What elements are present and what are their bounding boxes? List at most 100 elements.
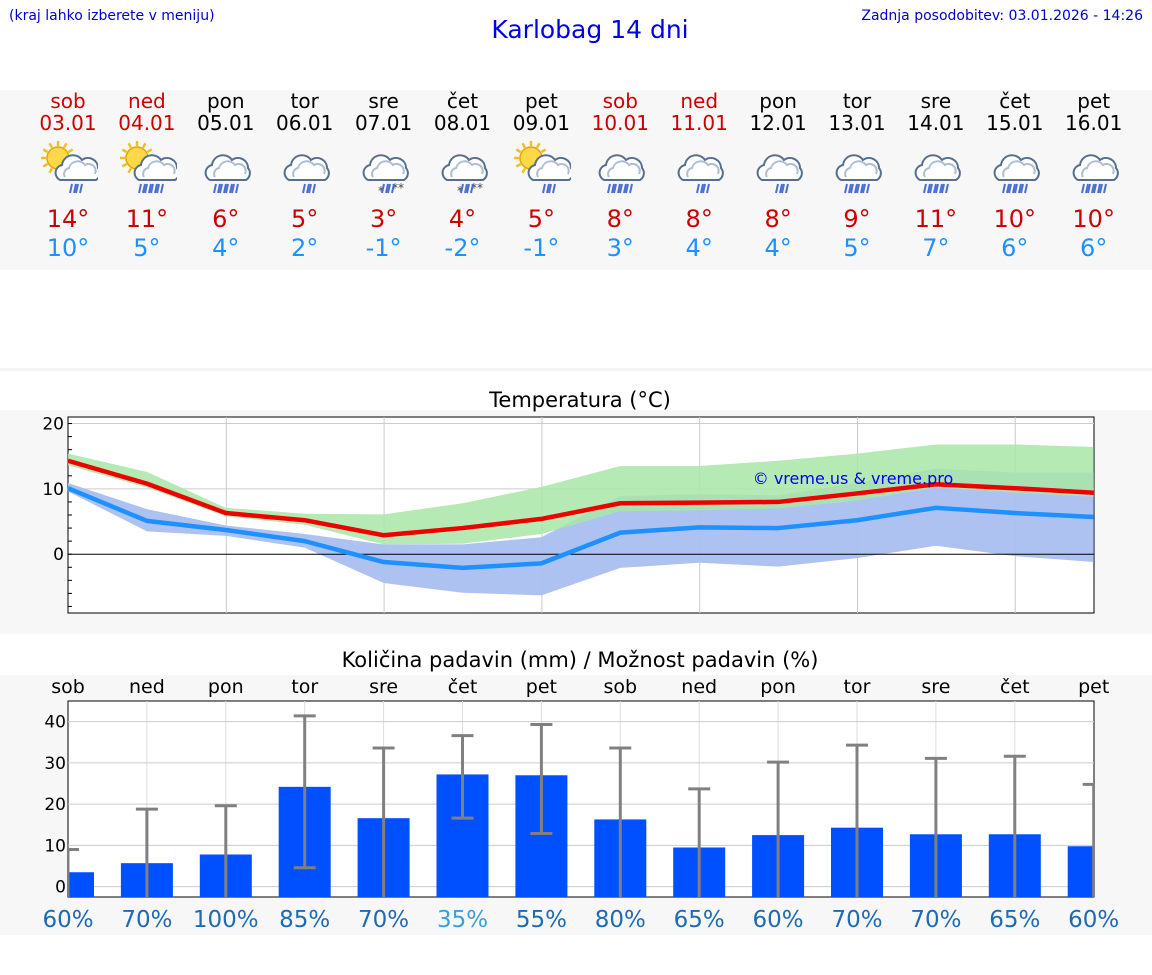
temp-max: 5° <box>527 205 556 233</box>
rain-drop <box>465 183 470 194</box>
temp-max: 11° <box>125 205 169 233</box>
temp-min: 4° <box>685 234 713 262</box>
sun-ray <box>146 148 153 154</box>
forecast-day: tor 13.01 9° 5° <box>817 90 897 262</box>
cloud-shape <box>54 154 98 181</box>
cloud-body <box>54 154 98 181</box>
x-category-label: tor <box>844 676 871 698</box>
cloud-shape <box>283 154 330 181</box>
snowflake: * <box>398 181 404 195</box>
day-date: 11.01 <box>670 111 728 135</box>
watermark: © vreme.us & vreme.pro <box>753 469 954 488</box>
sun-ray <box>48 142 54 149</box>
temp-max: 10° <box>1072 205 1115 233</box>
rain-drop <box>75 183 79 194</box>
temp-max: 11° <box>914 205 958 233</box>
cloud-body <box>756 154 803 181</box>
cloud-body <box>1072 154 1119 181</box>
rain-drop <box>862 183 866 194</box>
cloud-shade <box>291 160 326 178</box>
rain-drop <box>143 183 148 194</box>
day-date: 15.01 <box>986 111 1044 135</box>
rain-drop <box>552 183 557 194</box>
rain-drop <box>1019 183 1024 194</box>
rain-drop <box>702 183 707 194</box>
rain-drop <box>706 183 711 194</box>
spacer-band <box>0 270 1152 371</box>
rain-drop <box>149 183 154 194</box>
sun-ray <box>521 142 527 149</box>
snowflake: * <box>378 184 384 198</box>
precip-probability: 70% <box>121 907 172 933</box>
rain-drop <box>866 183 870 194</box>
rain-drop <box>463 183 468 194</box>
cloud-shade <box>1080 160 1115 178</box>
precip-chart-title: Količina padavin (mm) / Možnost padavin … <box>341 648 819 672</box>
day-name: pet <box>1077 89 1111 113</box>
rain-drop <box>73 183 77 194</box>
rain-drop <box>234 183 239 194</box>
rain-drop <box>940 183 945 194</box>
rain-drop <box>848 183 852 194</box>
forecast-day: pon 12.01 8° 4° <box>738 90 818 262</box>
sun-ray <box>42 162 49 168</box>
cloud-rain-icon <box>756 154 803 194</box>
precip-bar <box>1067 846 1095 897</box>
precip-bar <box>68 872 94 897</box>
rain-drop <box>779 183 784 194</box>
day-date: 07.01 <box>354 111 413 135</box>
y-tick-label: 0 <box>55 878 66 898</box>
rain-drop <box>307 183 312 194</box>
rain-drop <box>1005 183 1010 194</box>
day-name: čet <box>446 89 479 113</box>
cloud-body <box>914 154 961 181</box>
day-date: 03.01 <box>39 111 97 135</box>
sun-ray <box>127 142 132 149</box>
last-update: Zadnja posodobitev: 03.01.2026 - 14:26 <box>861 8 1143 24</box>
rain-drop <box>850 183 854 194</box>
cloud-heavy-rain-icon <box>204 154 251 194</box>
day-name: pon <box>206 89 245 113</box>
day-date: 09.01 <box>512 111 571 135</box>
rain-drop <box>137 183 142 194</box>
cloud-shade <box>765 160 799 178</box>
sun-ray <box>48 167 54 174</box>
x-category-label: sre <box>369 676 398 698</box>
forecast-day: ned 11.01 8° 4° <box>659 90 739 262</box>
rain-drop <box>79 183 83 194</box>
sun-cloud-rain-icon <box>41 141 98 194</box>
forecast-day: sre 07.01 * * * 3° -1° <box>344 90 424 262</box>
precipitation-chart: sob ned pon tor sre čet pet sob ned pon tor sre čet p… <box>42 676 1119 933</box>
forecast-day: ned 04.01 11° 5° <box>107 90 187 262</box>
precip-probability: 100% <box>193 907 259 933</box>
rain-drop <box>625 183 630 194</box>
temp-max: 3° <box>369 205 398 233</box>
day-name: ned <box>680 89 719 113</box>
rain-drop <box>617 183 622 194</box>
sun-ray <box>67 148 74 154</box>
rain-drop <box>944 183 949 194</box>
rain-drop <box>1086 183 1091 194</box>
rain-drop <box>844 183 848 194</box>
rain-drop <box>218 183 223 194</box>
rain-drop <box>1098 183 1103 194</box>
cloud-rain-icon <box>283 154 330 194</box>
day-date: 14.01 <box>907 111 965 135</box>
rain-drop <box>542 183 547 194</box>
cloud-body <box>835 154 882 181</box>
sun-ray <box>127 167 132 174</box>
cloud-shape <box>362 154 409 181</box>
cloud-shape <box>677 154 725 181</box>
rain-drop <box>860 183 864 194</box>
precip-probability: 65% <box>674 907 725 933</box>
temp-min: 4° <box>764 234 792 262</box>
temp-min: 5° <box>133 234 161 262</box>
forecast-day: sob 10.01 8° 3° <box>580 90 660 262</box>
rain-drop <box>623 183 628 194</box>
snowflake: * <box>471 181 477 195</box>
cloud-shade <box>142 160 176 178</box>
day-name: sob <box>50 89 86 113</box>
forecast-day: čet 08.01 * * * 4° -2° <box>423 90 503 262</box>
rain-drop <box>854 183 858 194</box>
rain-drop <box>147 183 152 194</box>
